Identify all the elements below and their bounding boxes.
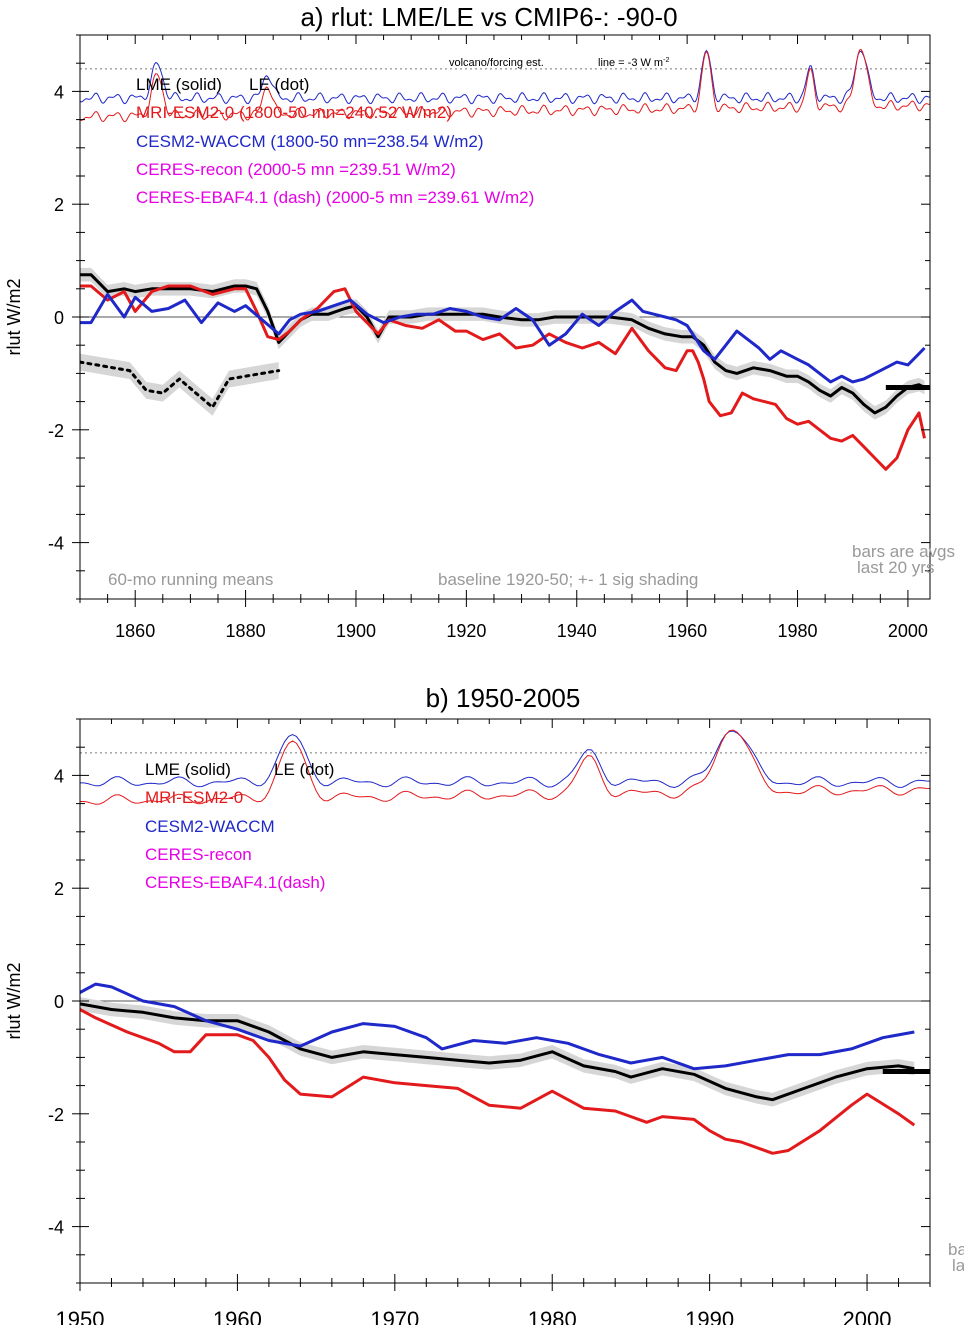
y-tick-label: 4 bbox=[54, 766, 64, 786]
series-line-cesm2-waccm bbox=[80, 292, 926, 384]
y-tick-label: 2 bbox=[54, 195, 64, 215]
legend-b-lme: LME (solid) bbox=[145, 760, 231, 779]
x-tick-label: 1940 bbox=[557, 621, 597, 641]
legend-ceres-ebaf: CERES-EBAF4.1 (dash) (2000-5 mn =239.61 … bbox=[136, 188, 534, 207]
legend-b-mri: MRI-ESM2-0 bbox=[145, 788, 243, 807]
panel-a-legend: LME (solid) LE (dot) MRI-ESM2-0 (1800-50… bbox=[136, 75, 534, 207]
forcing-line-cesm bbox=[80, 730, 930, 789]
panel-a-title: a) rlut: LME/LE vs CMIP6-: -90-0 bbox=[300, 2, 677, 32]
legend-b-ceres-recon: CERES-recon bbox=[145, 845, 252, 864]
x-tick-label: 1980 bbox=[778, 621, 818, 641]
legend-b-cesm: CESM2-WACCM bbox=[145, 817, 275, 836]
series-line-le bbox=[80, 360, 281, 409]
forcing-line-mri bbox=[80, 48, 930, 123]
x-tick-label: 1960 bbox=[667, 621, 707, 641]
y-tick-label: 0 bbox=[54, 992, 64, 1012]
legend-le: LE (dot) bbox=[249, 75, 309, 94]
y-tick-label: 4 bbox=[54, 82, 64, 102]
series-line-lme bbox=[80, 1002, 915, 1102]
panel-a-volcano-note: volcano/forcing est. bbox=[449, 57, 544, 69]
panel-a: a) rlut: LME/LE vs CMIP6-: -90-0 4 2 0 -2 -4… bbox=[4, 2, 955, 641]
x-tick-label: 1950 bbox=[56, 1307, 105, 1325]
legend-b-ceres-ebaf: CERES-EBAF4.1(dash) bbox=[145, 873, 325, 892]
shading-lme bbox=[80, 267, 925, 420]
panel-a-running-mean-note: 60-mo running means bbox=[108, 570, 273, 589]
shading-lme bbox=[80, 997, 915, 1107]
y-tick-label: 0 bbox=[54, 308, 64, 328]
panel-a-ylabel: rlut W/m2 bbox=[4, 278, 24, 355]
panel-b-bars-note-1: ba bbox=[948, 1240, 964, 1259]
x-tick-label: 1980 bbox=[528, 1307, 577, 1325]
x-tick-label: 1990 bbox=[685, 1307, 734, 1325]
series-line-lme bbox=[80, 273, 926, 415]
panel-a-bars-note-2: last 20 yrs bbox=[857, 558, 934, 577]
x-tick-label: 1960 bbox=[213, 1307, 262, 1325]
panel-a-line-note: line = -3 W m-2 bbox=[598, 57, 669, 69]
panel-b-ylabel: rlut W/m2 bbox=[4, 962, 24, 1039]
x-tick-label: 1970 bbox=[370, 1307, 419, 1325]
series-line-mri-esm2-0 bbox=[80, 1008, 916, 1155]
legend-cesm: CESM2-WACCM (1800-50 mn=238.54 W/m2) bbox=[136, 132, 484, 151]
panel-a-baseline-note: baseline 1920-50; +- 1 sig shading bbox=[438, 570, 698, 589]
shading-le bbox=[80, 353, 279, 416]
x-tick-label: 1920 bbox=[446, 621, 486, 641]
x-tick-label: 2000 bbox=[843, 1307, 892, 1325]
x-tick-label: 1900 bbox=[336, 621, 376, 641]
y-tick-label: -4 bbox=[48, 1218, 64, 1238]
legend-lme: LME (solid) bbox=[136, 75, 222, 94]
x-tick-label: 1860 bbox=[115, 621, 155, 641]
legend-b-le: LE (dot) bbox=[274, 760, 334, 779]
panel-b-legend: LME (solid) LE (dot) MRI-ESM2-0 CESM2-WA… bbox=[145, 760, 334, 892]
legend-ceres-recon: CERES-recon (2000-5 mn =239.51 W/m2) bbox=[136, 160, 456, 179]
legend-mri: MRI-ESM2-0 (1800-50 mn=240.52 W/m2) bbox=[136, 103, 452, 122]
y-tick-label: -4 bbox=[48, 534, 64, 554]
x-tick-label: 2000 bbox=[888, 621, 928, 641]
panel-b-bars-note-2: la bbox=[952, 1256, 964, 1275]
panel-a-bars-note-1: bars are avgs bbox=[852, 542, 955, 561]
y-tick-label: -2 bbox=[48, 421, 64, 441]
y-tick-label: 2 bbox=[54, 879, 64, 899]
series-line-cesm2-waccm bbox=[80, 982, 915, 1071]
panel-b-title: b) 1950-2005 bbox=[426, 683, 581, 713]
x-tick-label: 1880 bbox=[226, 621, 266, 641]
y-tick-label: -2 bbox=[48, 1105, 64, 1125]
panel-b: b) 1950-2005 4 2 0 -2 -4 1950 1960 1970 1980 1990… bbox=[4, 683, 964, 1325]
forcing-line-cesm bbox=[80, 49, 930, 105]
forcing-line-mri bbox=[80, 729, 930, 805]
